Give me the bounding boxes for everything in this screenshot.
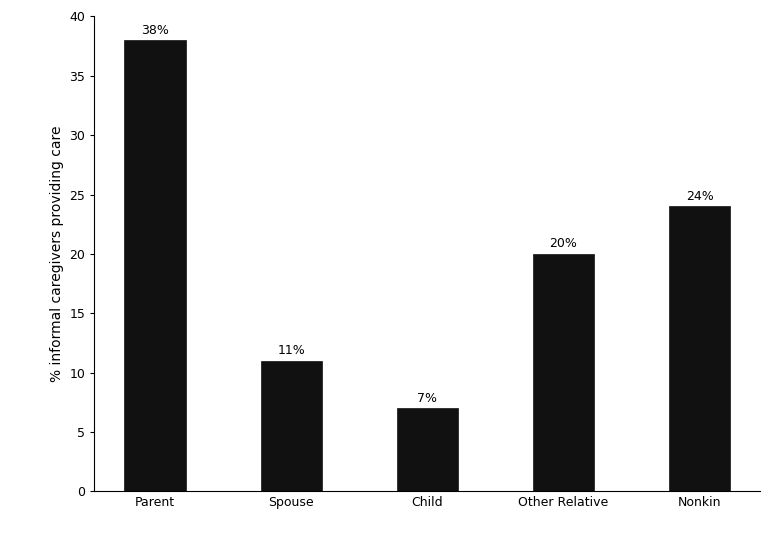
Y-axis label: % informal caregivers providing care: % informal caregivers providing care — [49, 126, 64, 382]
Bar — [260, 361, 321, 491]
Bar — [397, 408, 458, 491]
Bar — [533, 254, 594, 491]
Bar — [669, 206, 730, 491]
Text: 7%: 7% — [417, 391, 437, 405]
Text: 20%: 20% — [550, 238, 577, 250]
Text: 24%: 24% — [686, 190, 713, 203]
Text: 38%: 38% — [141, 23, 169, 37]
Bar — [125, 40, 186, 491]
Text: 11%: 11% — [278, 344, 305, 357]
